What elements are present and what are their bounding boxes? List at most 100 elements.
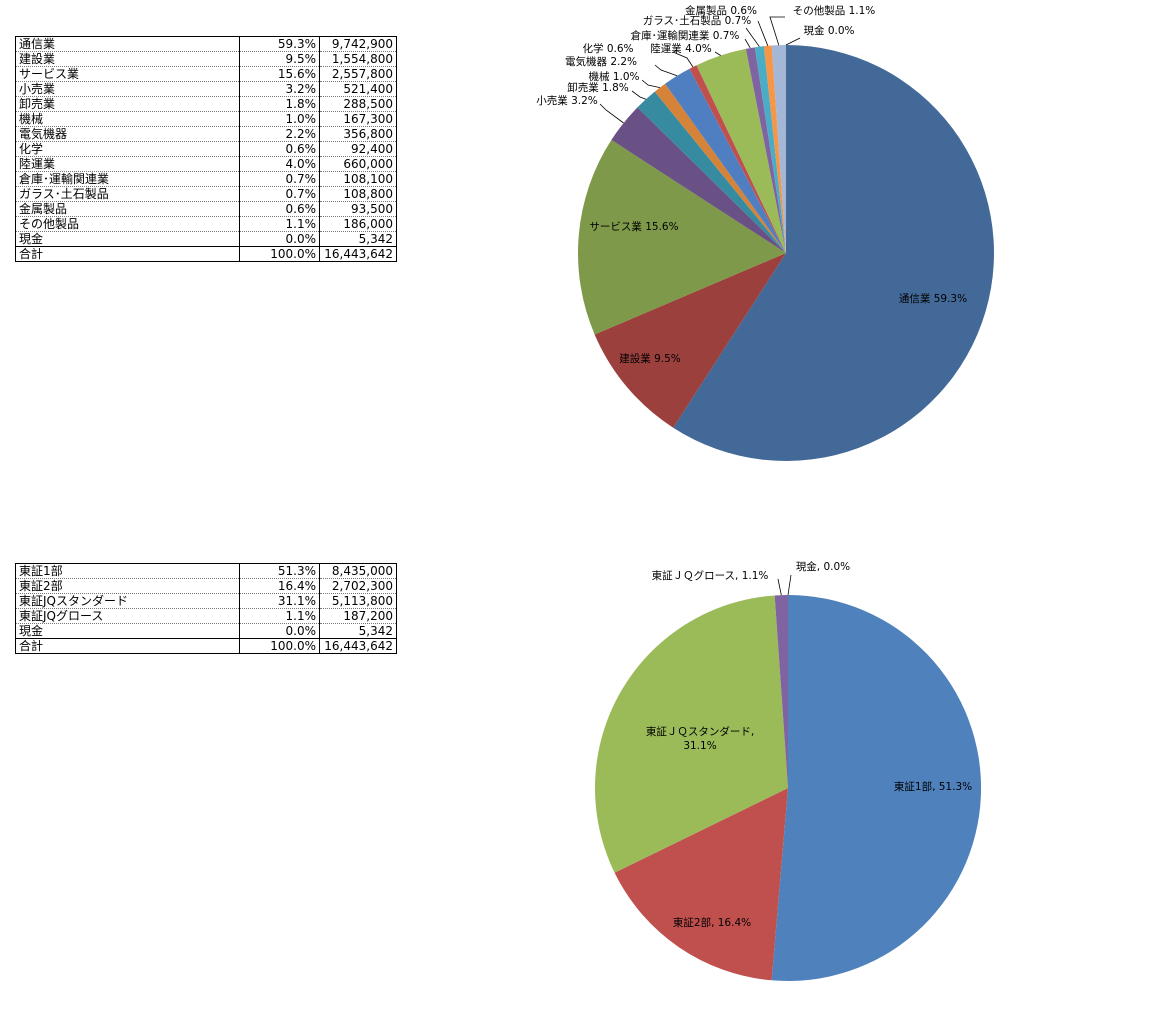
leader-line <box>787 574 792 596</box>
row-amount: 288,500 <box>319 96 397 112</box>
table-row: 建設業 9.5% 1,554,800 <box>15 51 397 67</box>
leader-line <box>785 37 801 46</box>
row-amount: 521,400 <box>319 81 397 97</box>
row-percent: 1.8% <box>239 96 320 112</box>
slice-label: 卸売業 1.8% <box>567 81 629 94</box>
row-name: 陸運業 <box>15 156 240 172</box>
slice-label: 東証2部, 16.4% <box>673 916 751 929</box>
slice-label: 31.1% <box>683 740 716 752</box>
leader-line <box>631 90 647 100</box>
table-row: 電気機器 2.2% 356,800 <box>15 126 397 142</box>
slice-label: 金属製品 0.6% <box>685 4 757 17</box>
slice-label: 電気機器 2.2% <box>565 55 637 68</box>
slice-label: 建設業 9.5% <box>619 352 681 365</box>
row-percent: 3.2% <box>239 81 320 97</box>
table-row: 東証1部 51.3% 8,435,000 <box>15 563 397 579</box>
slice-label: 小売業 3.2% <box>536 94 598 107</box>
pie-slice <box>771 44 786 253</box>
table-row: 機械 1.0% 167,300 <box>15 111 397 127</box>
row-name: 建設業 <box>15 51 240 67</box>
row-name: 合計 <box>15 638 240 654</box>
row-amount: 93,500 <box>319 201 397 217</box>
leader-line <box>745 27 760 47</box>
row-amount: 8,435,000 <box>319 563 397 579</box>
row-amount: 92,400 <box>319 141 397 157</box>
leader-line <box>777 578 782 596</box>
slice-label: 現金, 0.0% <box>796 560 850 573</box>
slice-label: 陸運業 4.0% <box>650 42 712 55</box>
row-percent: 100.0% <box>239 638 320 654</box>
row-percent: 0.0% <box>239 231 320 247</box>
row-name: ガラス･土石製品 <box>15 186 240 202</box>
row-percent: 15.6% <box>239 66 320 82</box>
row-percent: 0.7% <box>239 186 320 202</box>
row-name: サービス業 <box>15 66 240 82</box>
row-name: 金属製品 <box>15 201 240 217</box>
row-amount: 186,000 <box>319 216 397 232</box>
row-name: 化学 <box>15 141 240 157</box>
slice-label: 通信業 59.3% <box>899 292 967 305</box>
leader-line <box>641 79 660 88</box>
row-amount: 2,557,800 <box>319 66 397 82</box>
row-percent: 9.5% <box>239 51 320 67</box>
row-percent: 16.4% <box>239 578 320 594</box>
slice-label: 現金 0.0% <box>803 24 854 37</box>
row-percent: 100.0% <box>239 246 320 262</box>
table-row: 化学 0.6% 92,400 <box>15 141 397 157</box>
row-amount: 2,702,300 <box>319 578 397 594</box>
row-amount: 167,300 <box>319 111 397 127</box>
pie-slice <box>696 48 786 253</box>
pie-slice <box>771 595 982 981</box>
row-amount: 1,554,800 <box>319 51 397 67</box>
pie-slice <box>637 91 786 253</box>
table-total-row: 合計 100.0% 16,443,642 <box>15 246 397 262</box>
leader-line <box>672 51 694 68</box>
slice-label: 倉庫･運輸関連業 0.7% <box>631 29 740 42</box>
pie-slice <box>594 253 786 428</box>
row-percent: 1.0% <box>239 111 320 127</box>
market-table: 東証1部 51.3% 8,435,000 東証2部 16.4% 2,702,300 東証JQ… <box>15 563 397 654</box>
row-amount: 108,100 <box>319 171 397 187</box>
leader-line <box>744 38 751 49</box>
slice-label: 東証1部, 51.3% <box>894 780 972 793</box>
row-percent: 1.1% <box>239 608 320 624</box>
row-amount: 108,800 <box>319 186 397 202</box>
row-percent: 0.0% <box>239 623 320 639</box>
row-name: 電気機器 <box>15 126 240 142</box>
slice-label: ガラス･土石製品 0.7% <box>643 14 752 27</box>
slice-label: 機械 1.0% <box>588 70 639 83</box>
row-name: 倉庫･運輸関連業 <box>15 171 240 187</box>
row-amount: 187,200 <box>319 608 397 624</box>
table-row: 東証JQスタンダード 31.1% 5,113,800 <box>15 593 397 609</box>
row-amount: 9,742,900 <box>319 36 397 52</box>
table-row: 小売業 3.2% 521,400 <box>15 81 397 97</box>
pie-slice <box>577 139 786 335</box>
table-row: 東証JQグロース 1.1% 187,200 <box>15 608 397 624</box>
table-row: 東証2部 16.4% 2,702,300 <box>15 578 397 594</box>
pie-slice <box>745 47 786 253</box>
row-amount: 5,113,800 <box>319 593 397 609</box>
pie-slice <box>665 68 786 253</box>
table-row: 倉庫･運輸関連業 0.7% 108,100 <box>15 171 397 187</box>
table-total-row: 合計 100.0% 16,443,642 <box>15 638 397 654</box>
row-amount: 16,443,642 <box>319 246 397 262</box>
row-amount: 356,800 <box>319 126 397 142</box>
row-name: 小売業 <box>15 81 240 97</box>
pie-slice <box>754 46 786 254</box>
row-name: 東証JQグロース <box>15 608 240 624</box>
pie-slice <box>654 83 786 253</box>
row-name: 機械 <box>15 111 240 127</box>
row-name: その他製品 <box>15 216 240 232</box>
pie-slice <box>763 45 786 253</box>
row-name: 通信業 <box>15 36 240 52</box>
slice-label: 東証ＪＱグロース, 1.1% <box>652 569 769 582</box>
row-name: 合計 <box>15 246 240 262</box>
table-row: ガラス･土石製品 0.7% 108,800 <box>15 186 397 202</box>
pie-slice <box>673 45 994 461</box>
row-percent: 31.1% <box>239 593 320 609</box>
row-name: 卸売業 <box>15 96 240 112</box>
table-row: 通信業 59.3% 9,742,900 <box>15 36 397 52</box>
row-amount: 660,000 <box>319 156 397 172</box>
